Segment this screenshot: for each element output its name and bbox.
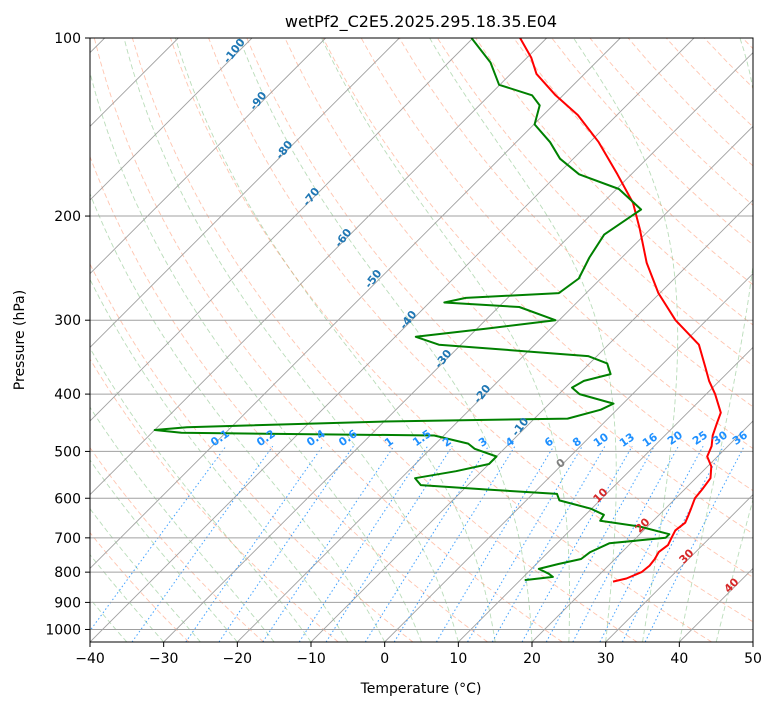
y-axis-label: Pressure (hPa) [12,290,28,390]
dry-adiabat-line [90,358,339,642]
series-group [153,38,722,583]
dry-adiabat-line [90,531,190,642]
mixing-ratio-line [262,445,395,642]
dry-adiabat-line [90,446,264,642]
moist-adiabat-line [678,38,753,642]
y-tick-label: 700 [54,531,81,547]
x-tick-label: 20 [523,651,541,667]
x-tick-label: −30 [149,651,179,667]
mixing-ratio-line [185,445,324,642]
moist-adiabat-line [90,459,238,642]
x-tick-label: 30 [597,651,615,667]
moist-adiabat-line [715,498,753,642]
temperature-line [519,38,722,583]
dry-adiabat-line [322,38,753,492]
dry-adiabat-line [93,38,563,642]
dewpoint-line [153,38,671,582]
isotherm-line [384,273,753,642]
mixing-ratio-line [545,445,655,642]
moist-adiabat-line [90,406,275,642]
x-tick-label: 10 [449,651,467,667]
x-tick-label: −40 [75,651,105,667]
y-tick-label: 400 [54,387,81,403]
isotherm-line [90,38,400,348]
dry-adiabat-line [90,155,488,642]
y-tick-label: 800 [54,565,81,581]
isotherm-line [310,199,753,642]
isotherm-line [163,52,753,642]
moist-adiabat-line [90,553,165,642]
dry-adiabat-line [360,38,753,450]
y-tick-label: 500 [54,444,81,460]
mixing-ratio-line [131,445,274,642]
x-tick-label: 0 [380,651,389,667]
moist-adiabat-line [90,278,349,642]
mixing-ratio-line [621,445,724,642]
isotherm-line [90,38,253,201]
moist-adiabat-line [90,192,386,642]
moist-adiabat-line [573,38,679,642]
isotherm-line [237,125,753,642]
y-tick-label: 100 [54,31,81,47]
mixing-ratio-line [298,445,429,642]
background-lines [90,38,753,642]
isotherm-line [90,38,621,569]
dry-adiabat-line [170,38,712,642]
x-axis: −40 −30 −20 −10 0 10 20 30 40 50 [75,642,762,667]
x-tick-label: −10 [296,651,326,667]
mixing-ratio-line [364,445,489,642]
mixing-ratio-line [218,445,354,642]
x-tick-label: 50 [744,651,762,667]
moist-adiabat-line [123,38,459,642]
isotherm-line [90,38,547,496]
moist-adiabat-line [90,507,201,642]
isotherm-line [458,346,753,642]
dry-adiabat-line [284,38,753,535]
dry-adiabat-line [437,38,753,367]
isotherm-line [90,38,695,642]
y-axis: 100 200 300 400 500 600 700 800 900 1000 [45,31,90,638]
y-tick-label: 900 [54,595,81,611]
dry-adiabat-line [208,38,753,623]
moist-adiabat-line [238,38,533,642]
chart-title: wetPf2_C2E5.2025.295.18.35.E04 [285,12,557,32]
moist-adiabat-line [90,70,422,642]
y-tick-label: 200 [54,209,81,225]
mixing-ratio-line [435,445,555,642]
x-axis-label: Temperature (°C) [360,681,482,697]
isotherm-line [90,38,474,422]
dry-adiabat-line [131,38,638,642]
isotherm-line [605,494,753,642]
mixing-ratio-line [325,445,453,642]
mixing-ratio-line [521,445,633,642]
moist-adiabat-line [321,38,571,642]
x-tick-label: −20 [223,651,253,667]
dry-adiabat-line [246,38,753,578]
isotherm-line [90,38,326,275]
mixing-ratio-line [393,445,516,642]
dry-adiabat-line [513,38,753,286]
x-tick-label: 40 [670,651,688,667]
moist-adiabat-line [429,38,617,642]
mixing-ratio-line [644,445,745,642]
y-tick-label: 600 [54,491,81,507]
y-tick-label: 1000 [45,622,81,638]
y-tick-label: 300 [54,313,81,329]
plot-frame [89,37,754,643]
